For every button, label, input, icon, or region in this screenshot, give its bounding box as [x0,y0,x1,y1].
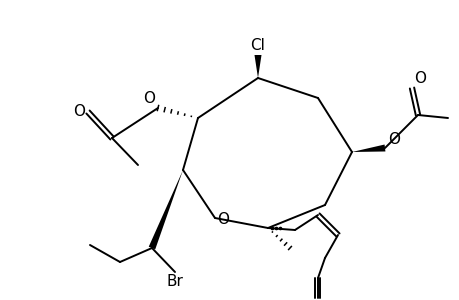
Text: O: O [413,71,425,86]
Text: Br: Br [166,274,183,289]
Polygon shape [148,170,183,249]
Text: O: O [217,212,229,226]
Text: O: O [73,103,85,118]
Text: O: O [143,91,155,106]
Text: Cl: Cl [250,38,265,53]
Text: O: O [387,132,399,147]
Polygon shape [254,55,261,78]
Polygon shape [351,145,385,152]
